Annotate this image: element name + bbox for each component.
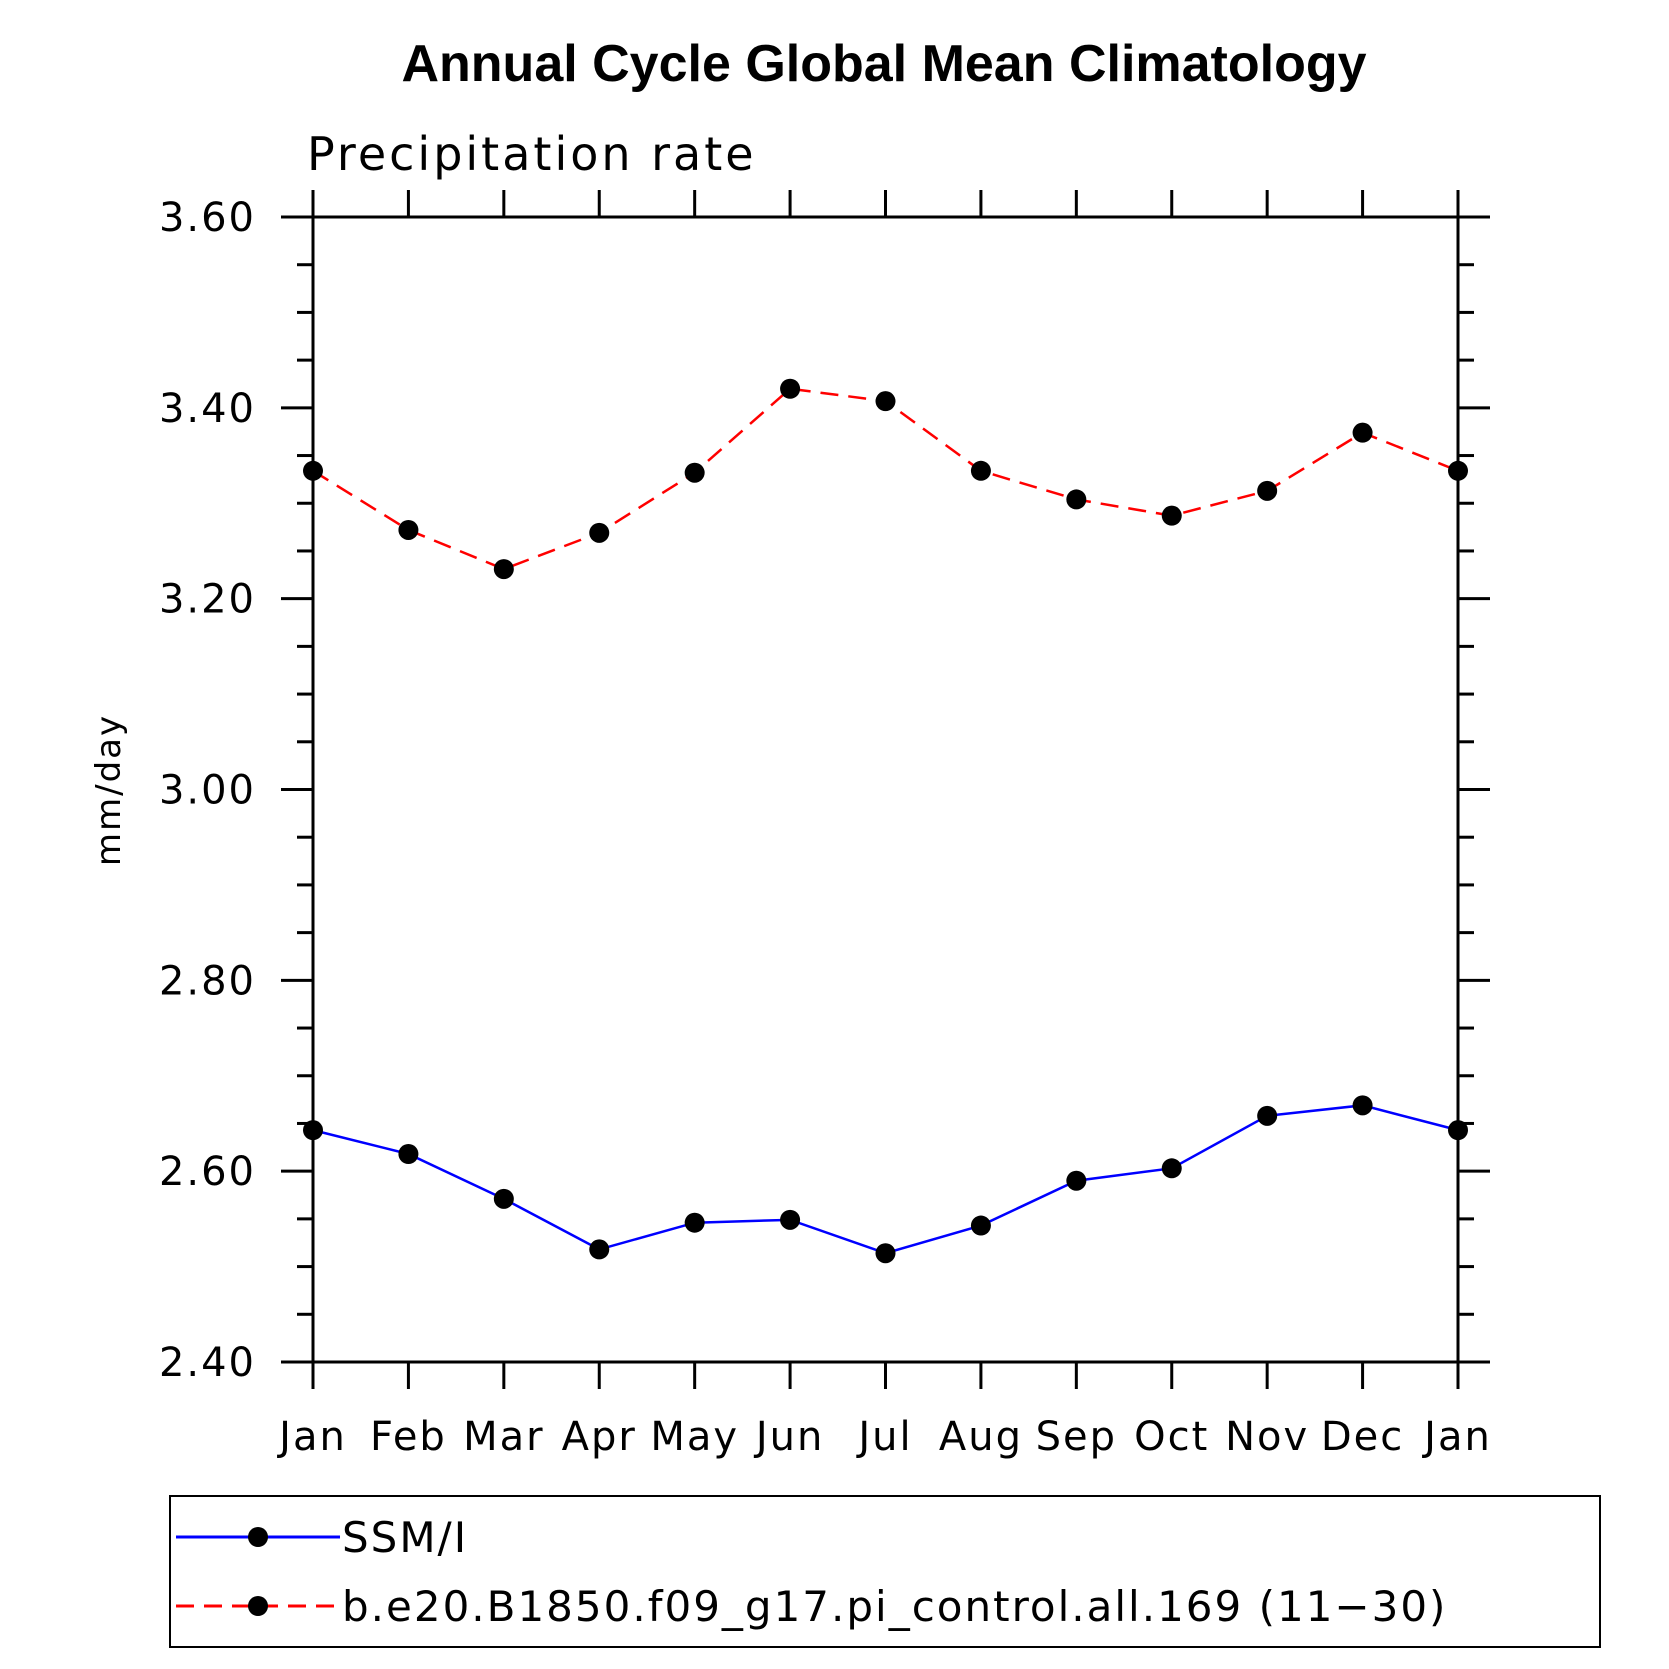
x-tick-label: Jun	[753, 1414, 825, 1460]
data-point-series-0	[1066, 1170, 1087, 1191]
x-tick-label: Oct	[1134, 1414, 1209, 1460]
data-point-series-0	[1352, 1095, 1373, 1116]
data-point-series-0	[1257, 1105, 1278, 1126]
x-tick-label: May	[650, 1414, 739, 1460]
x-tick-label: Aug	[939, 1414, 1023, 1460]
series-line-0	[312, 1104, 1459, 1255]
data-point-series-0	[780, 1209, 801, 1230]
y-tick-label: 3.60	[159, 195, 256, 241]
data-point-series-0	[1161, 1158, 1182, 1179]
x-tick-label: Jan	[276, 1414, 347, 1460]
series-layer	[303, 378, 1468, 1264]
y-tick-label: 3.20	[159, 577, 256, 623]
x-tick-label: Sep	[1036, 1414, 1117, 1460]
y-tick-label: 3.00	[159, 768, 256, 814]
data-point-series-1	[1161, 505, 1182, 526]
y-tick-label: 2.80	[159, 958, 256, 1004]
data-point-series-0	[589, 1239, 610, 1260]
data-point-series-1	[398, 519, 419, 540]
y-tick-labels: 2.40 2.60 2.80 3.00 3.20 3.40 3.60	[159, 195, 256, 1386]
x-tick-label: Jan	[1421, 1414, 1492, 1460]
data-point-series-1	[875, 391, 896, 412]
x-tick-label: Dec	[1321, 1414, 1404, 1460]
legend-marker-model	[248, 1596, 268, 1616]
legend-label-model: b.e20.B1850.f09_g17.pi_control.all.169 (…	[342, 1582, 1447, 1631]
legend-marker-ssmi	[248, 1527, 268, 1547]
y-tick-label: 3.40	[159, 386, 256, 432]
data-point-series-0	[398, 1143, 419, 1164]
chart-title: Annual Cycle Global Mean Climatology	[401, 35, 1366, 93]
data-point-series-0	[493, 1188, 514, 1209]
data-point-series-1	[780, 378, 801, 399]
y-axis-label: mm/day	[89, 714, 129, 866]
series-line-1	[312, 387, 1459, 571]
x-tick-label: Feb	[370, 1414, 447, 1460]
data-point-series-1	[684, 462, 705, 483]
x-tick-label: Mar	[463, 1414, 544, 1460]
x-tick-label: Apr	[562, 1414, 637, 1460]
chart-subtitle: Precipitation rate	[307, 127, 757, 181]
y-tick-label: 2.40	[159, 1340, 256, 1386]
data-point-series-1	[303, 460, 323, 481]
data-point-series-0	[303, 1120, 323, 1141]
legend: SSM/I b.e20.B1850.f09_g17.pi_control.all…	[169, 1495, 1601, 1648]
data-point-series-1	[589, 522, 610, 543]
data-point-series-1	[1257, 480, 1278, 501]
data-point-series-1	[1352, 422, 1373, 443]
x-tick-label: Jul	[855, 1414, 912, 1460]
data-point-series-1	[1448, 460, 1468, 481]
legend-box	[169, 1495, 1601, 1648]
plot-frame	[311, 215, 1460, 1364]
data-point-series-1	[493, 559, 514, 580]
legend-label-ssmi: SSM/I	[342, 1513, 468, 1562]
x-tick-labels: Jan Feb Mar Apr May Jun Jul Aug Sep Oct Nov Dec Jan	[276, 1414, 1492, 1460]
data-point-series-0	[970, 1215, 991, 1236]
data-point-series-0	[875, 1243, 896, 1264]
data-point-series-0	[1448, 1120, 1468, 1141]
axis-ticks	[281, 190, 1490, 1389]
x-tick-label: Nov	[1225, 1414, 1309, 1460]
data-point-series-1	[1066, 489, 1087, 510]
data-point-series-1	[970, 460, 991, 481]
y-tick-label: 2.60	[159, 1149, 256, 1195]
data-point-series-0	[684, 1212, 705, 1233]
